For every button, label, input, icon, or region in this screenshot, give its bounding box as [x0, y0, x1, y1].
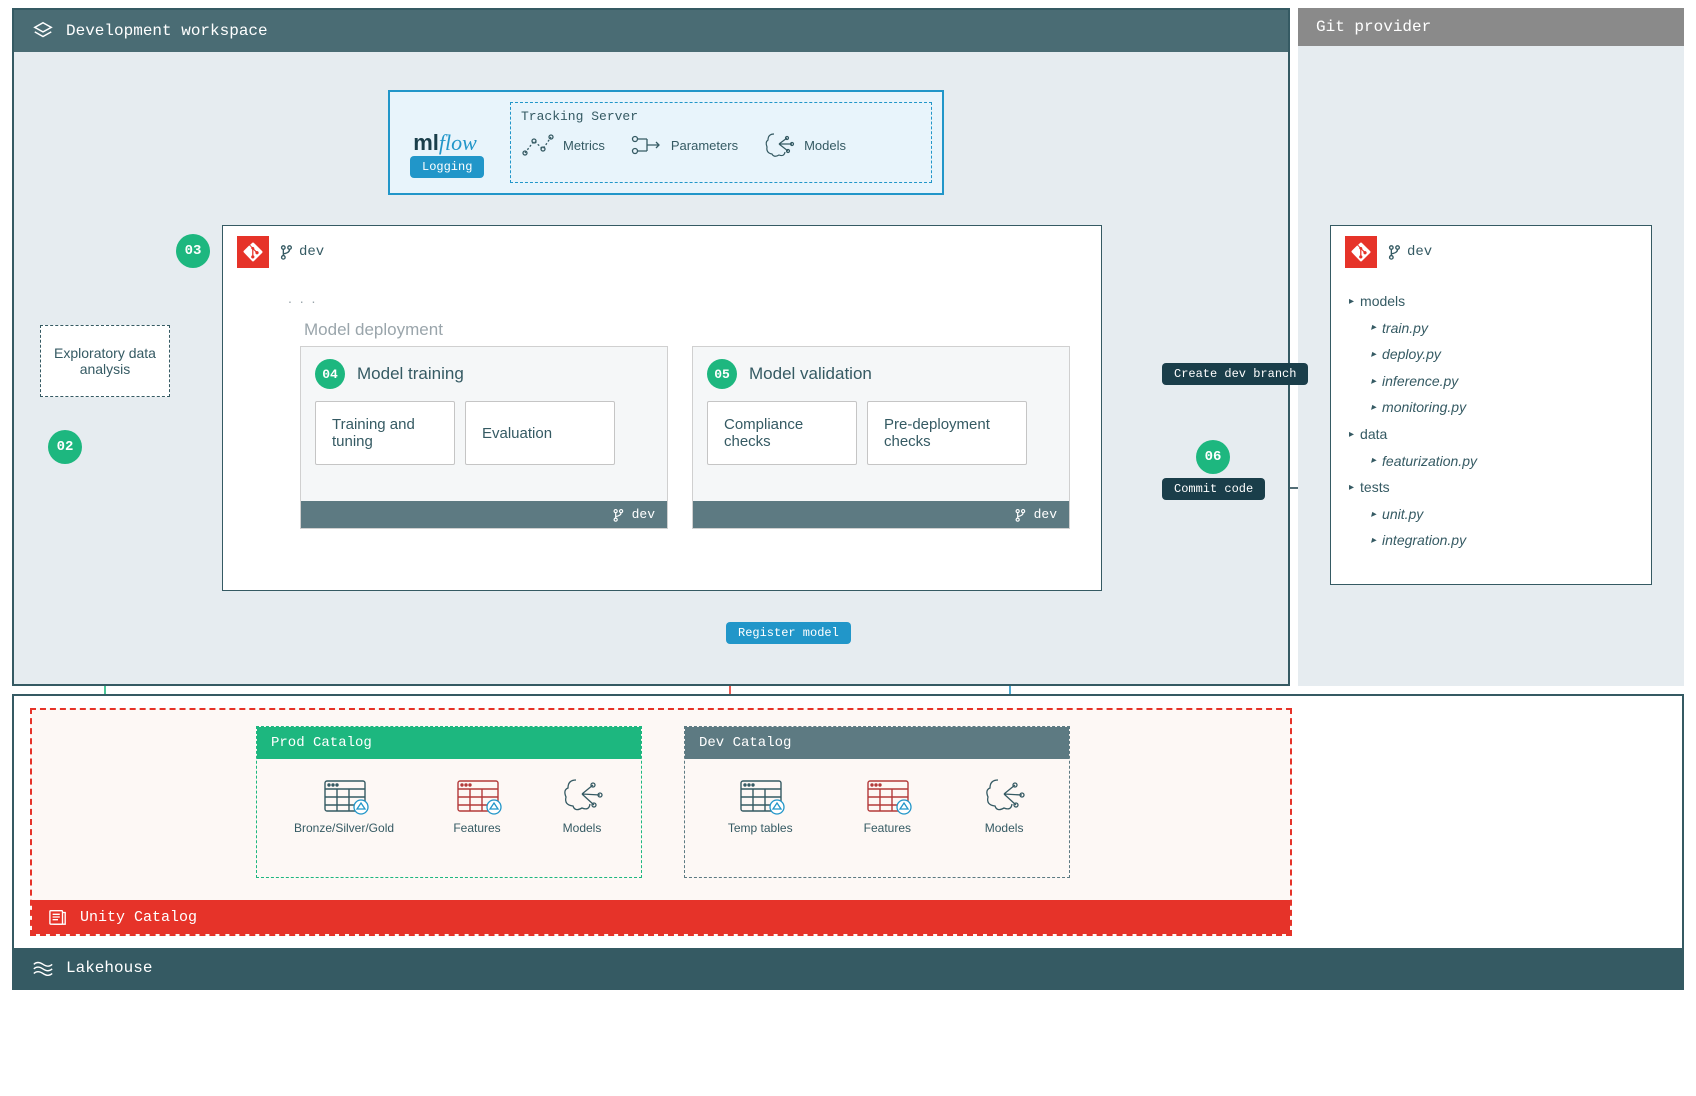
parameters-icon [629, 131, 663, 159]
evaluation-box: Evaluation [465, 401, 615, 465]
git-provider-header: Git provider [1298, 8, 1684, 46]
compliance-box: Compliance checks [707, 401, 857, 465]
models-icon [762, 130, 796, 160]
catalog-item: Temp tables [728, 771, 793, 835]
unity-catalog-region: Unity Catalog [30, 708, 1292, 936]
model-deployment-label: Model deployment [304, 320, 443, 340]
ellipsis-label: . . . [288, 290, 317, 306]
catalog-item: Models [982, 771, 1026, 835]
mlflow-box: mlflow Tracking Server Metrics Parameter… [388, 90, 944, 195]
tree-file: ▸ featurization.py [1349, 448, 1633, 475]
badge-03: 03 [176, 234, 210, 268]
lakehouse-footer: Lakehouse [14, 948, 1682, 988]
git-icon [1345, 236, 1377, 268]
main-repo-header: dev [223, 226, 1101, 278]
unity-footer: Unity Catalog [32, 900, 1290, 934]
predeploy-box: Pre-deployment checks [867, 401, 1027, 465]
catalog-item: Features [452, 771, 502, 835]
catalog-item: Features [862, 771, 912, 835]
training-tuning-box: Training and tuning [315, 401, 455, 465]
dev-workspace-title: Development workspace [66, 22, 268, 40]
tracking-server: Tracking Server Metrics Parameters Model… [510, 102, 932, 183]
register-model-pill: Register model [726, 622, 851, 644]
dev-catalog-header: Dev Catalog [685, 727, 1069, 759]
tracking-parameters: Parameters [629, 131, 738, 159]
tree-file: ▸ inference.py [1349, 368, 1633, 395]
tree-file: ▸ deploy.py [1349, 341, 1633, 368]
branch-icon [1014, 508, 1026, 522]
tree-file: ▸ integration.py [1349, 527, 1633, 554]
tree-folder: ▸ models [1349, 288, 1633, 315]
git-icon [237, 236, 269, 268]
branch-icon [279, 244, 293, 260]
commit-code-pill: Commit code [1162, 478, 1265, 500]
git-repo-branch: dev [1387, 244, 1432, 260]
prod-catalog-header: Prod Catalog [257, 727, 641, 759]
tree-folder: ▸ data [1349, 421, 1633, 448]
tracking-models: Models [762, 130, 846, 160]
dev-catalog: Dev Catalog Temp tables Features Models [684, 726, 1070, 878]
dev-workspace-header: Development workspace [14, 10, 1288, 52]
badge-06: 06 [1196, 440, 1230, 474]
lakehouse-icon [32, 958, 54, 978]
panel-04-header: 04 Model training [301, 347, 667, 401]
tracking-metrics: Metrics [521, 131, 605, 159]
branch-icon [1387, 244, 1401, 260]
panel-model-training: 04 Model training Training and tuning Ev… [300, 346, 668, 529]
eda-box: Exploratory data analysis [40, 325, 170, 397]
catalog-item: Models [560, 771, 604, 835]
layers-icon [32, 20, 54, 42]
tracking-items: Metrics Parameters Models [521, 130, 921, 160]
file-tree: ▸ models▸ train.py▸ deploy.py▸ inference… [1331, 278, 1651, 564]
metrics-icon [521, 131, 555, 159]
branch-icon [612, 508, 624, 522]
catalog-item: Bronze/Silver/Gold [294, 771, 394, 835]
panel-04-footer: dev [301, 501, 667, 528]
git-repo-header: dev [1331, 226, 1651, 278]
git-repo-box: dev ▸ models▸ train.py▸ deploy.py▸ infer… [1330, 225, 1652, 585]
tree-file: ▸ unit.py [1349, 501, 1633, 528]
prod-catalog: Prod Catalog Bronze/Silver/Gold Features M… [256, 726, 642, 878]
badge-02: 02 [48, 430, 82, 464]
badge-05: 05 [707, 359, 737, 389]
tree-folder: ▸ tests [1349, 474, 1633, 501]
tree-file: ▸ monitoring.py [1349, 394, 1633, 421]
main-repo-branch: dev [279, 244, 324, 260]
tree-file: ▸ train.py [1349, 315, 1633, 342]
panel-model-validation: 05 Model validation Compliance checks Pr… [692, 346, 1070, 529]
create-branch-pill: Create dev branch [1162, 363, 1308, 385]
panel-05-footer: dev [693, 501, 1069, 528]
badge-04: 04 [315, 359, 345, 389]
tracking-server-title: Tracking Server [521, 109, 921, 124]
panel-05-header: 05 Model validation [693, 347, 1069, 401]
catalog-icon [48, 908, 68, 926]
logging-pill: Logging [410, 156, 484, 178]
